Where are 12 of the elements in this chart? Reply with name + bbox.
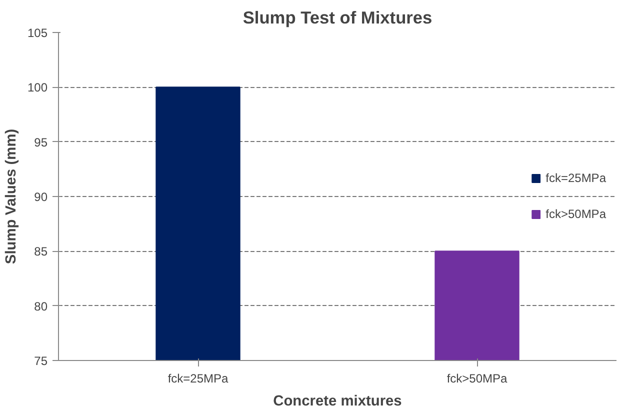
y-axis-title: Slump Values (mm) xyxy=(3,128,20,264)
y-tick-label: 105 xyxy=(27,26,48,40)
x-axis-title: Concrete mixtures xyxy=(273,394,402,410)
y-tick-label: 85 xyxy=(34,244,48,259)
y-tick-label: 100 xyxy=(27,80,48,95)
y-tick-label: 80 xyxy=(34,299,48,314)
y-tick-label: 95 xyxy=(34,135,48,150)
y-tick-label: 75 xyxy=(34,354,48,368)
legend-label: fck=25MPa xyxy=(546,171,606,185)
legend-label: fck>50MPa xyxy=(546,207,606,221)
chart-title: Slump Test of Mixtures xyxy=(242,8,432,28)
y-tick-label: 90 xyxy=(34,190,48,204)
